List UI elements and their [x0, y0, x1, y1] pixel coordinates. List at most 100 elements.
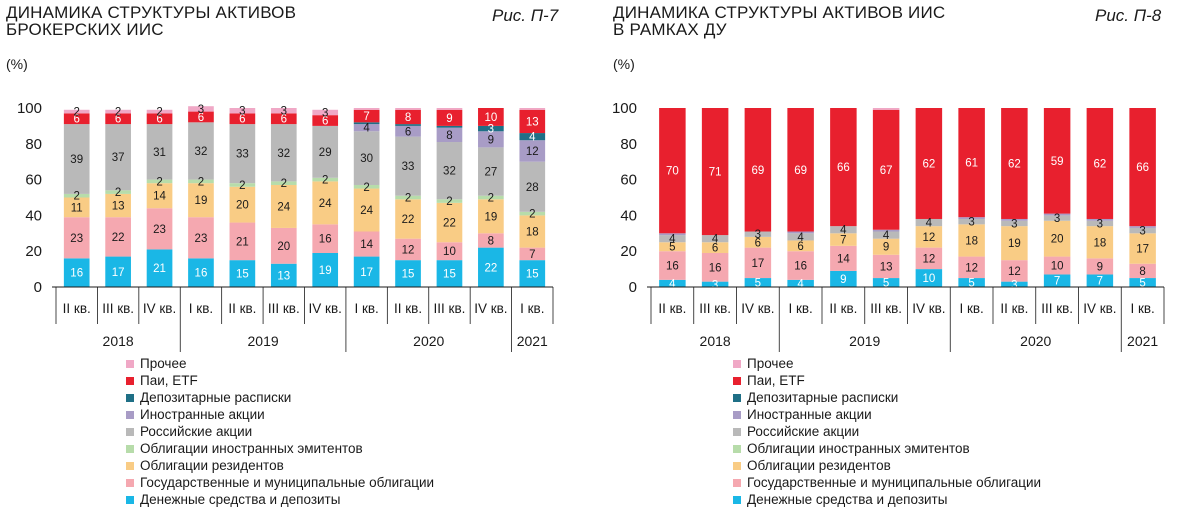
bar-segment-cash [188, 258, 214, 287]
bar-segment-other [312, 109, 339, 116]
bar-segment-foreign-bonds [353, 184, 380, 189]
data-label: 6 [156, 114, 162, 126]
data-label: 24 [319, 198, 332, 210]
y-tick-label: 20 [620, 243, 637, 260]
legend-swatch [733, 427, 741, 436]
legend-item: Депозитарные расписки [733, 389, 1041, 406]
chart-title-line-2: В РАМКАХ ДУ [613, 20, 727, 39]
bar-segment-foreign-bonds [312, 177, 339, 182]
bar-segment-funds-etf [915, 108, 943, 219]
data-label: 4 [926, 218, 933, 230]
bar-segment-foreign-shares [1043, 213, 1071, 216]
legend-item: Государственные и муниципальные облигаци… [126, 474, 434, 491]
bar-segment-gov-bonds [830, 245, 857, 271]
legend-label: Паи, ETF [747, 373, 805, 388]
bar-segment-other [353, 108, 380, 110]
bar-segment-funds-etf [1001, 108, 1028, 219]
legend-swatch [126, 359, 134, 368]
data-label: 9 [883, 242, 889, 254]
bar-segment-russian-shares [395, 136, 421, 196]
data-label: 12 [1008, 266, 1021, 278]
bar-segment-cash [915, 269, 943, 287]
data-label: 11 [71, 202, 83, 214]
legend-label: Облигации резидентов [747, 458, 891, 473]
data-label: 9 [446, 113, 452, 125]
y-tick-label: 60 [620, 172, 637, 189]
data-label: 7 [363, 111, 369, 123]
data-label: 62 [922, 158, 935, 170]
legend-item: Облигации иностранных эмитентов [733, 440, 1041, 457]
legend-item: Прочее [126, 355, 434, 372]
bar-segment-gov-bonds [958, 256, 985, 279]
data-label: 6 [198, 112, 204, 124]
data-label: 2 [239, 180, 245, 192]
data-label: 69 [794, 165, 807, 177]
bar-segment-cash [1001, 281, 1028, 287]
bar-segment-gov-bonds [915, 247, 943, 270]
data-label: 6 [115, 114, 121, 126]
data-label: 6 [405, 126, 411, 138]
bar-segment-gov-bonds [312, 224, 339, 253]
bar-segment-foreign-shares [1129, 226, 1156, 228]
data-label: 67 [880, 165, 893, 177]
data-label: 16 [709, 262, 722, 274]
bar-segment-russian-shares [188, 122, 214, 180]
data-label: 3 [1139, 226, 1145, 238]
x-category-label: IV кв. [741, 301, 774, 316]
bar-segment-resident-bonds [146, 183, 173, 209]
legend-swatch [126, 495, 134, 504]
bar-segment-resident-bonds [188, 183, 214, 218]
data-label: 2 [446, 196, 452, 208]
bar-segment-foreign-bonds [188, 179, 214, 184]
data-label: 61 [965, 158, 978, 170]
bar-segment-foreign-shares [958, 217, 985, 219]
data-label: 17 [1136, 244, 1149, 256]
data-label: 8 [405, 112, 411, 124]
bar-segment-funds-etf [270, 113, 297, 125]
data-label: 13 [112, 201, 125, 213]
data-label: 14 [360, 239, 373, 251]
data-label: 2 [529, 209, 535, 221]
data-label: 3 [1011, 279, 1017, 291]
x-category-label: II кв. [1000, 301, 1028, 316]
bar-segment-russian-shares [958, 218, 985, 225]
legend-label: Иностранные акции [140, 407, 265, 422]
x-year-label: 2021 [517, 333, 548, 349]
bar-segment-russian-shares [229, 124, 256, 184]
data-label: 31 [153, 147, 166, 159]
data-label: 3 [968, 217, 974, 229]
data-label: 8 [1139, 266, 1145, 278]
legend-item: Российские акции [126, 423, 434, 440]
x-category-label: I кв. [189, 301, 213, 316]
data-label: 6 [74, 114, 80, 126]
x-category-label: IV кв. [309, 301, 342, 316]
data-label: 4 [797, 278, 804, 290]
bar-segment-funds-etf [1043, 108, 1071, 214]
legend-label: Иностранные акции [747, 407, 872, 422]
data-label: 33 [236, 149, 249, 161]
data-label: 14 [153, 191, 166, 203]
data-label: 13 [277, 270, 290, 282]
x-year-label: 2021 [1127, 333, 1158, 349]
bar-segment-gov-bonds [787, 251, 814, 280]
data-label: 3 [712, 279, 718, 291]
x-category-label: IV кв. [912, 301, 945, 316]
bar-segment-other [63, 109, 90, 114]
legend-item: Облигации иностранных эмитентов [126, 440, 434, 457]
legend-item: Облигации резидентов [733, 457, 1041, 474]
legend: Прочее Паи, ETF Депозитарные расписки Иност… [126, 355, 434, 508]
legend-swatch [733, 478, 741, 487]
bar-segment-gov-bonds [436, 242, 463, 261]
bar-segment-funds-etf [312, 115, 339, 126]
data-label: 3 [1011, 218, 1017, 230]
x-category-label: I кв. [354, 301, 378, 316]
data-label: 13 [526, 116, 539, 128]
y-tick-label: 0 [34, 279, 42, 296]
bar-segment-foreign-shares [659, 233, 686, 236]
data-label: 70 [666, 166, 679, 178]
data-label: 12 [922, 232, 935, 244]
bar-segment-gov-bonds [744, 247, 772, 279]
bar-segment-resident-bonds [915, 226, 943, 248]
bar-segment-resident-bonds [436, 202, 463, 243]
data-label: 10 [484, 112, 497, 124]
